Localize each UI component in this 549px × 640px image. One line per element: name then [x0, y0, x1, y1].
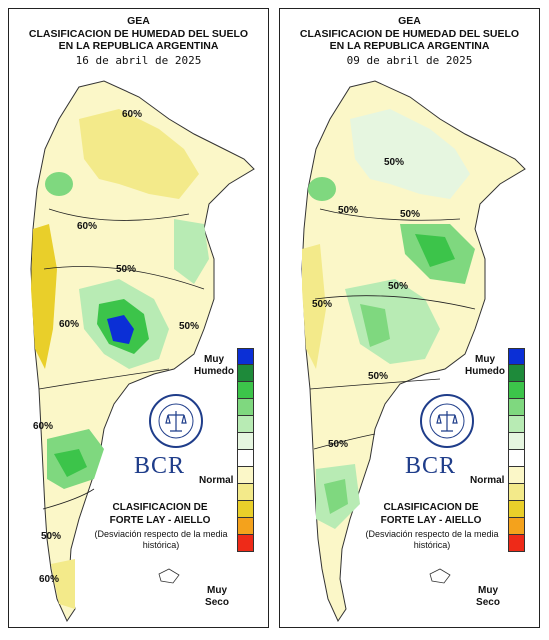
bcr-wordmark: BCR [405, 453, 457, 479]
legend-swatch [508, 484, 525, 501]
bcr-seal-logo [149, 394, 203, 448]
map-date: 16 de abril de 2025 [75, 54, 202, 67]
legend-swatch [508, 348, 525, 365]
legend-swatch [508, 416, 525, 433]
wet-zone-south-core [324, 479, 348, 514]
wet-zone-east [174, 219, 209, 284]
legend-swatch [508, 501, 525, 518]
contour-label: 50% [312, 299, 333, 310]
legend-swatch [237, 399, 254, 416]
neutral-zone-north [350, 109, 470, 199]
legend-mid-label: Normal [199, 475, 234, 486]
contour-line [313, 433, 376, 450]
bcr-wordmark: BCR [134, 453, 186, 479]
moisture-legend [237, 348, 254, 552]
contour-label: 50% [338, 205, 359, 216]
dry-zone-west [31, 224, 57, 369]
map-title-line2: EN LA REPUBLICA ARGENTINA [58, 40, 219, 52]
legend-swatch [237, 348, 254, 365]
classification-title-line2: FORTE LAY - AIELLO [109, 515, 211, 526]
legend-swatch [508, 399, 525, 416]
dry-zone-north [79, 109, 199, 199]
legend-swatch [237, 433, 254, 450]
wet-patch-nw [308, 177, 336, 201]
soil-moisture-map-2: GEA CLASIFICACION DE HUMEDAD DEL SUELO E… [279, 8, 540, 628]
contour-label: 50% [384, 157, 405, 168]
contour-label: 60% [39, 574, 60, 585]
legend-swatch [237, 535, 254, 552]
contour-label: 60% [122, 109, 143, 120]
legend-top-label: Muy Humedo [194, 354, 234, 377]
argentina-moisture-map [301, 80, 526, 623]
contour-label: 50% [368, 371, 389, 382]
wet-patch-nw [45, 172, 73, 196]
legend-swatch [237, 501, 254, 518]
legend-bottom-label: Muy Seco [476, 585, 500, 608]
contour-label: 60% [33, 421, 54, 432]
legend-swatch [237, 416, 254, 433]
contour-label: 50% [328, 439, 349, 450]
islands [158, 568, 180, 584]
classification-title: CLASIFICACION DE FORTE LAY - AIELLO [356, 501, 506, 527]
legend-swatch [237, 382, 254, 399]
legend-bottom-label: Muy Seco [205, 585, 229, 608]
org-label: GEA [127, 15, 150, 27]
classification-note: (Desviación respecto de la media históri… [365, 529, 499, 550]
contour-label: 50% [41, 531, 62, 542]
argentina-moisture-map [30, 80, 255, 623]
contour-label: 50% [388, 281, 409, 292]
wet-zone-center [345, 279, 440, 364]
classification-note: (Desviación respecto de la media históri… [94, 529, 228, 550]
map-title-line2: EN LA REPUBLICA ARGENTINA [329, 40, 490, 52]
classification-title-line1: CLASIFICACION DE [112, 502, 208, 513]
contour-line [319, 208, 461, 221]
contour-label: 50% [116, 264, 137, 275]
contour-line [38, 368, 170, 390]
contour-line [314, 295, 476, 310]
legend-top-label: Muy Humedo [465, 354, 505, 377]
classification-title: CLASIFICACION DE FORTE LAY - AIELLO [85, 501, 235, 527]
map-title-line1: CLASIFICACION DE HUMEDAD DEL SUELO [28, 28, 249, 40]
contour-label: 50% [179, 321, 200, 332]
legend-swatch [237, 450, 254, 467]
contour-line [43, 266, 205, 290]
islands [429, 568, 451, 584]
legend-swatch [508, 518, 525, 535]
legend-swatch [237, 484, 254, 501]
moisture-legend [508, 348, 525, 552]
legend-swatch [508, 535, 525, 552]
legend-swatch [508, 467, 525, 484]
very-wet-zone [107, 315, 134, 344]
dry-zone-south [51, 559, 75, 609]
legend-swatch [237, 467, 254, 484]
bcr-seal-logo [420, 394, 474, 448]
legend-swatch [237, 365, 254, 382]
wet-zone-center-core [360, 304, 390, 347]
legend-swatch [237, 518, 254, 535]
legend-swatch [508, 382, 525, 399]
map-date: 09 de abril de 2025 [346, 54, 473, 67]
contour-line [42, 488, 95, 510]
legend-swatch [508, 450, 525, 467]
wet-zone-south-core [54, 449, 87, 477]
contour-label: 60% [77, 221, 98, 232]
soil-moisture-map-1: GEA CLASIFICACION DE HUMEDAD DEL SUELO E… [8, 8, 269, 628]
legend-mid-label: Normal [470, 475, 505, 486]
org-label: GEA [398, 15, 421, 27]
contour-line [309, 378, 441, 390]
contour-line [48, 208, 190, 221]
legend-swatch [508, 365, 525, 382]
map-title-line1: CLASIFICACION DE HUMEDAD DEL SUELO [299, 28, 520, 40]
classification-title-line2: FORTE LAY - AIELLO [380, 515, 482, 526]
classification-title-line1: CLASIFICACION DE [383, 502, 479, 513]
legend-swatch [508, 433, 525, 450]
contour-label: 50% [400, 209, 421, 220]
contour-label: 60% [59, 319, 80, 330]
wet-zone-east-core [415, 234, 455, 267]
dry-zone-west [302, 244, 326, 369]
